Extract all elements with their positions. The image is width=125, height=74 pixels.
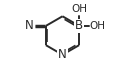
Text: B: B bbox=[75, 19, 83, 32]
Text: OH: OH bbox=[89, 21, 105, 31]
Text: N: N bbox=[58, 48, 67, 61]
Text: OH: OH bbox=[71, 4, 87, 14]
Text: N: N bbox=[25, 19, 34, 32]
